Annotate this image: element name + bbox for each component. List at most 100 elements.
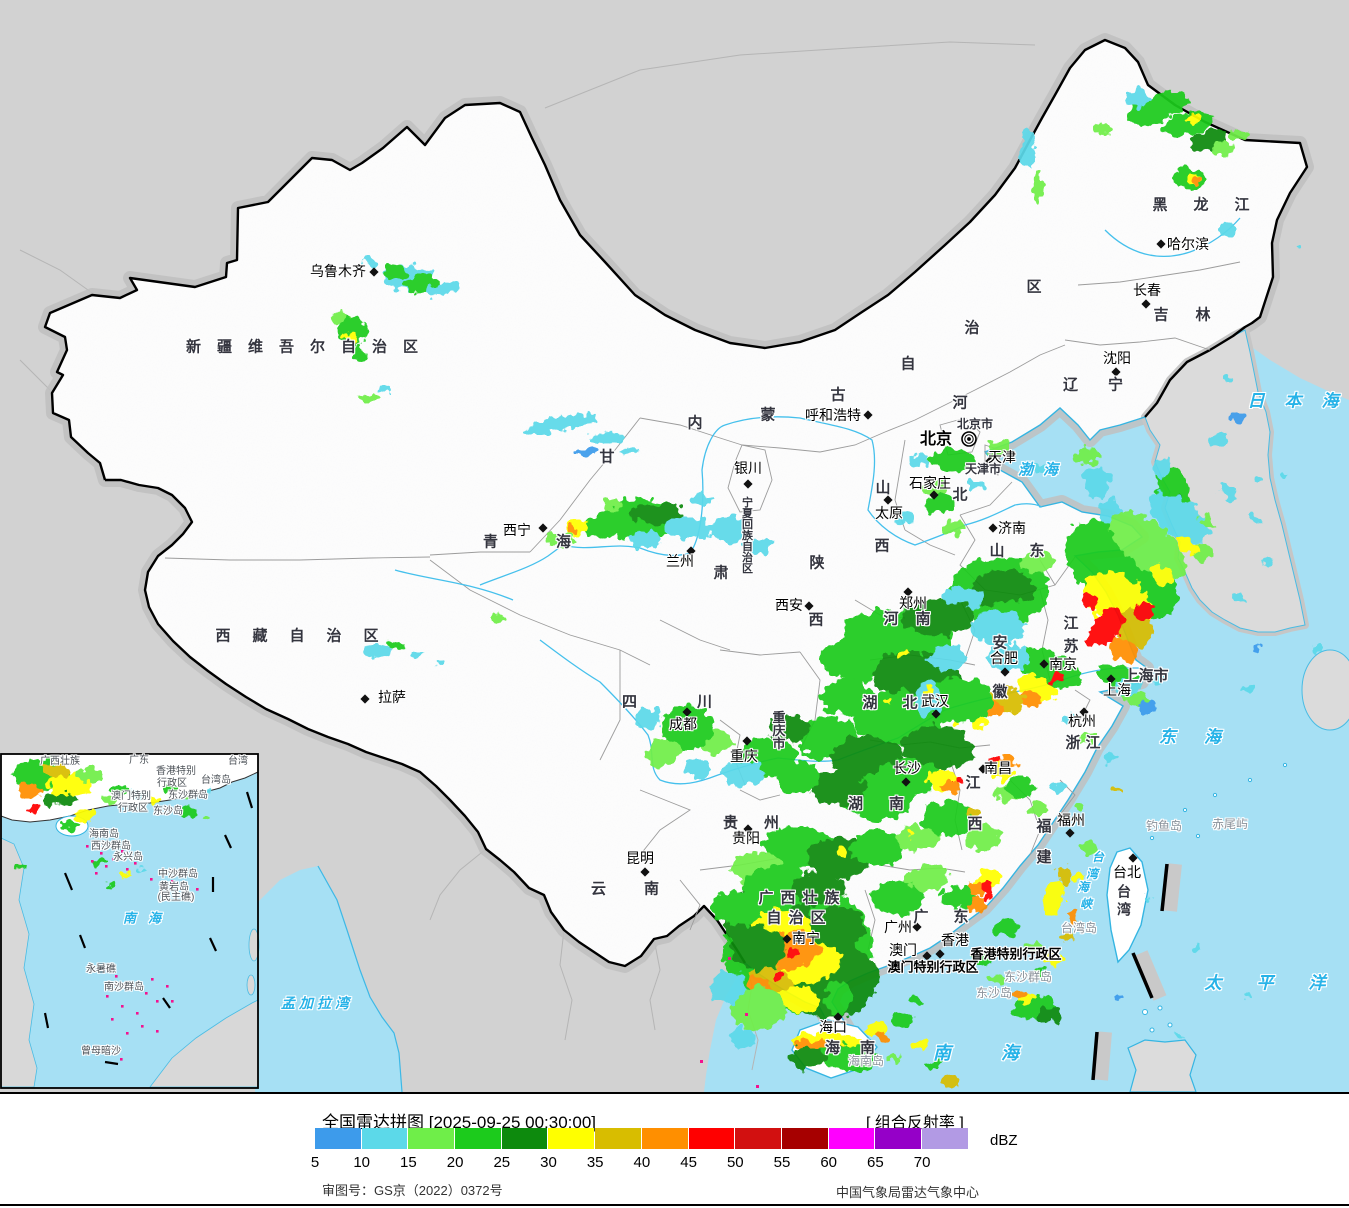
radar-echo	[379, 387, 391, 393]
radar-echo	[591, 433, 623, 443]
radar-echo	[906, 865, 950, 891]
radar-echo	[685, 759, 711, 777]
nine-dash-segment	[1160, 863, 1169, 912]
map-canvas: 新疆维吾尔自治区 西藏自治区 青海甘肃内蒙古自治区宁夏回族自治区陕西山西河北山东 河南…	[0, 0, 1349, 1094]
radar-echo	[524, 413, 596, 435]
radar-echo	[871, 880, 925, 916]
radar-echo	[206, 787, 214, 793]
city-diamond-marker	[1000, 667, 1010, 677]
radar-echo	[745, 537, 771, 555]
radar-echo	[150, 797, 160, 803]
radar-echo	[689, 493, 711, 505]
radar-echo	[1071, 873, 1085, 883]
radar-echo	[385, 265, 407, 279]
radar-echo	[42, 763, 68, 777]
radar-echo	[388, 640, 406, 650]
map-license-number: 审图号：GS京（2022）0372号	[322, 1183, 503, 1198]
radar-echo	[1244, 995, 1252, 1001]
radar-echo	[136, 867, 144, 873]
inset-island-dot	[91, 860, 94, 863]
radar-echo	[348, 343, 356, 351]
dbz-tick: 65	[867, 1154, 884, 1171]
radar-echo	[1263, 558, 1273, 566]
radar-echo	[1213, 141, 1235, 155]
radar-echo	[1086, 617, 1108, 647]
radar-echo	[1223, 374, 1233, 382]
radar-echo	[1036, 1007, 1060, 1023]
radar-echo	[1079, 841, 1097, 855]
radar-echo	[711, 890, 765, 926]
national-border-south	[105, 478, 747, 968]
city-markers	[360, 239, 1166, 1022]
city-diamond-marker	[1079, 707, 1089, 717]
radar-echo	[77, 768, 103, 782]
radar-echo	[1033, 171, 1043, 205]
radar-echo	[1148, 492, 1208, 544]
dbz-colorbar	[315, 1128, 969, 1149]
radar-echo	[1029, 463, 1047, 473]
city-diamond-marker	[985, 456, 995, 466]
radar-echo	[1048, 673, 1064, 683]
dbz-tick: 20	[446, 1154, 464, 1171]
radar-echo	[632, 503, 684, 525]
city-diamond-marker	[1156, 239, 1166, 249]
radar-echo	[443, 281, 461, 291]
radar-echo	[924, 495, 956, 513]
radar-echo	[940, 1076, 960, 1088]
inset-island-dot	[86, 845, 89, 848]
nine-dash-segment	[1131, 952, 1154, 999]
bottom-frame-line	[0, 1204, 1349, 1206]
inset-island-dot	[130, 985, 133, 988]
radar-echo	[731, 926, 785, 970]
radar-echo	[1125, 90, 1151, 108]
foreign-borders	[19, 41, 1036, 1071]
inset-island-dot	[196, 888, 199, 891]
dbz-tick: 30	[540, 1154, 557, 1171]
radar-echo	[884, 697, 892, 703]
radar-echo	[1151, 565, 1175, 587]
radar-echo	[491, 613, 503, 621]
inset-island-dot	[112, 858, 115, 861]
dbz-tick-labels: 5 10 15 20 25 30 35 40 45 50 55 60 65 70	[0, 1154, 1349, 1172]
radar-echo	[710, 972, 746, 1004]
radar-echo	[926, 685, 934, 691]
city-diamond-marker	[1111, 367, 1121, 377]
inset-nine-dash-segment	[245, 791, 254, 809]
radar-echo	[435, 657, 445, 663]
radar-echo	[986, 645, 1030, 671]
radar-echo	[967, 882, 985, 894]
radar-echo	[1110, 512, 1186, 578]
city-diamond-marker	[863, 410, 873, 420]
radar-echo	[74, 810, 96, 820]
city-diamond-marker	[804, 601, 814, 611]
radar-echo	[1015, 990, 1025, 998]
city-diamond-marker	[640, 867, 650, 877]
city-diamond-marker	[978, 764, 988, 774]
inset-nine-dash-segment	[43, 1012, 50, 1029]
radar-echo	[181, 792, 189, 798]
radar-echo	[1079, 731, 1097, 745]
radar-echo	[1133, 602, 1153, 620]
city-diamond-marker	[686, 546, 696, 556]
radar-echo	[895, 1012, 915, 1028]
radar-echo	[1243, 684, 1253, 692]
radar-echo	[364, 645, 392, 657]
nine-dash-shadow	[1163, 863, 1182, 912]
magenta-speck-layer	[700, 957, 759, 1088]
radar-echo	[972, 569, 1036, 609]
radar-echo	[1082, 594, 1098, 608]
radar-echo	[966, 808, 980, 818]
radar-echo	[1083, 466, 1109, 498]
radar-echo	[876, 1032, 888, 1040]
product-type-label: [ 组合反射率 ]	[866, 1115, 964, 1132]
inset-island-dot	[121, 850, 124, 853]
city-diamond-marker	[935, 949, 945, 959]
radar-echo	[354, 347, 366, 363]
city-diamond-marker	[901, 777, 911, 787]
radar-echo	[1042, 881, 1064, 915]
inset-island-dot	[111, 1018, 114, 1021]
radar-echo	[940, 887, 976, 909]
magenta-speck	[700, 1060, 703, 1063]
inset-island-dot	[150, 878, 153, 881]
radar-echo	[1051, 783, 1065, 793]
